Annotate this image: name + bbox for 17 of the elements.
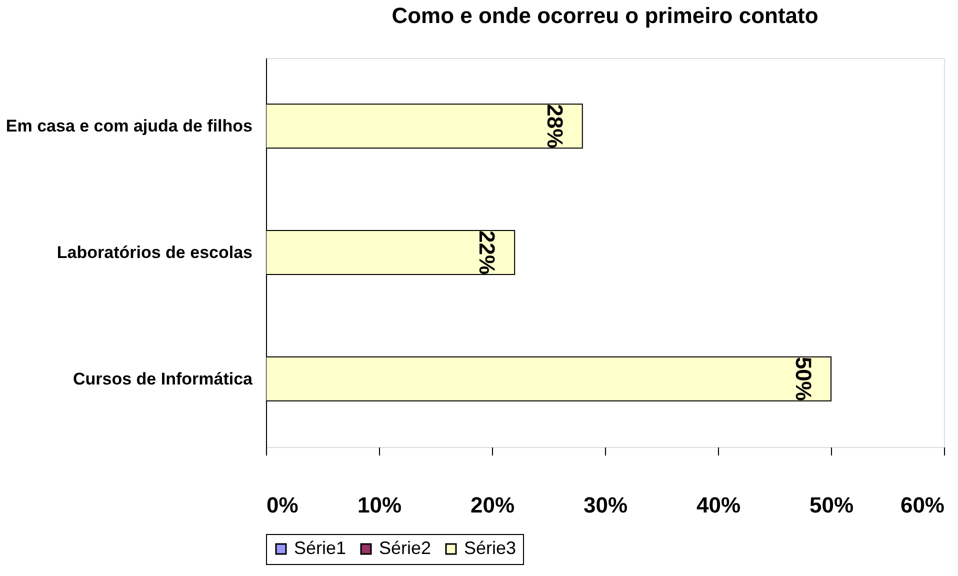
x-tick-label: 30%	[583, 492, 628, 518]
x-tick-label: 10%	[357, 492, 402, 518]
y-tick-label: Em casa e com ajuda de filhos	[6, 116, 252, 136]
x-tick-label: 60%	[900, 492, 944, 518]
data-label: 28%	[542, 104, 568, 148]
x-tick-label: 50%	[809, 492, 854, 518]
x-tick-label: 20%	[470, 492, 515, 518]
x-tick-label: 40%	[696, 492, 741, 518]
chart-title: Como e onde ocorreu o primeiro contato	[392, 3, 818, 28]
y-tick-label: Laboratórios de escolas	[56, 243, 252, 262]
x-tick-label: 0%	[266, 492, 298, 518]
data-label: 50%	[791, 356, 816, 401]
y-tick-label: Cursos de Informática	[73, 369, 254, 388]
legend-label: Série2	[379, 538, 432, 558]
data-label: 22%	[474, 230, 500, 275]
legend-label: Série1	[294, 538, 346, 558]
legend-label: Série3	[464, 538, 516, 558]
